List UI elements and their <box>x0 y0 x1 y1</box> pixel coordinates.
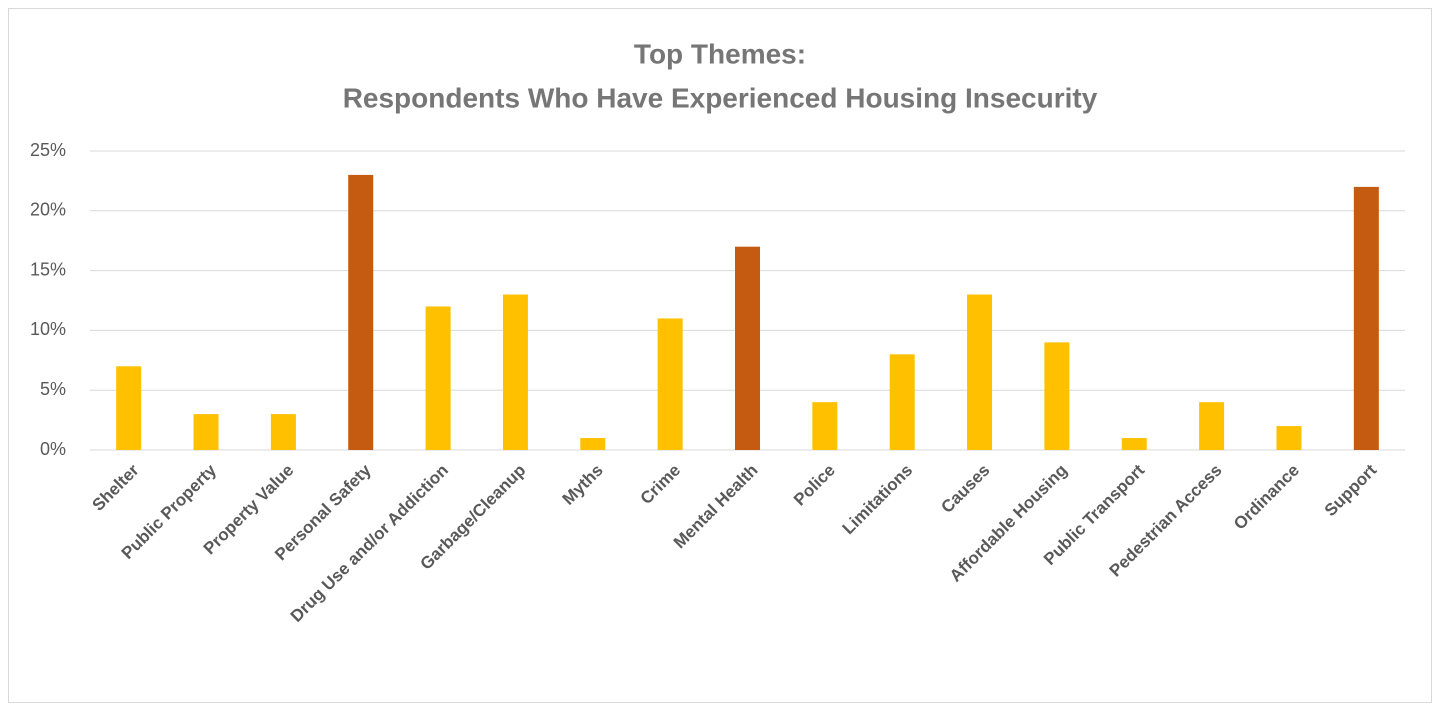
bar <box>1199 402 1225 450</box>
y-tick-label: 5% <box>40 379 66 399</box>
bar <box>270 414 296 450</box>
chart-frame <box>8 8 1432 703</box>
bar <box>812 402 838 450</box>
y-tick-label: 20% <box>30 200 66 220</box>
bar <box>193 414 219 450</box>
chart-subtitle: Respondents Who Have Experienced Housing… <box>343 82 1098 113</box>
bar <box>889 354 915 450</box>
bar <box>116 366 142 450</box>
bar <box>1276 426 1302 450</box>
chart-title: Top Themes: <box>634 38 806 69</box>
bar <box>1353 186 1379 450</box>
bar <box>657 318 683 450</box>
y-tick-label: 10% <box>30 319 66 339</box>
bar <box>348 174 374 451</box>
y-tick-label: 15% <box>30 259 66 279</box>
bar <box>502 294 528 450</box>
bar <box>735 246 760 450</box>
y-tick-label: 0% <box>40 439 66 459</box>
bar <box>1121 438 1147 450</box>
bar <box>1044 342 1070 450</box>
bar <box>967 294 993 450</box>
bar <box>425 306 451 450</box>
bar <box>580 438 606 450</box>
y-tick-label: 25% <box>30 140 66 160</box>
